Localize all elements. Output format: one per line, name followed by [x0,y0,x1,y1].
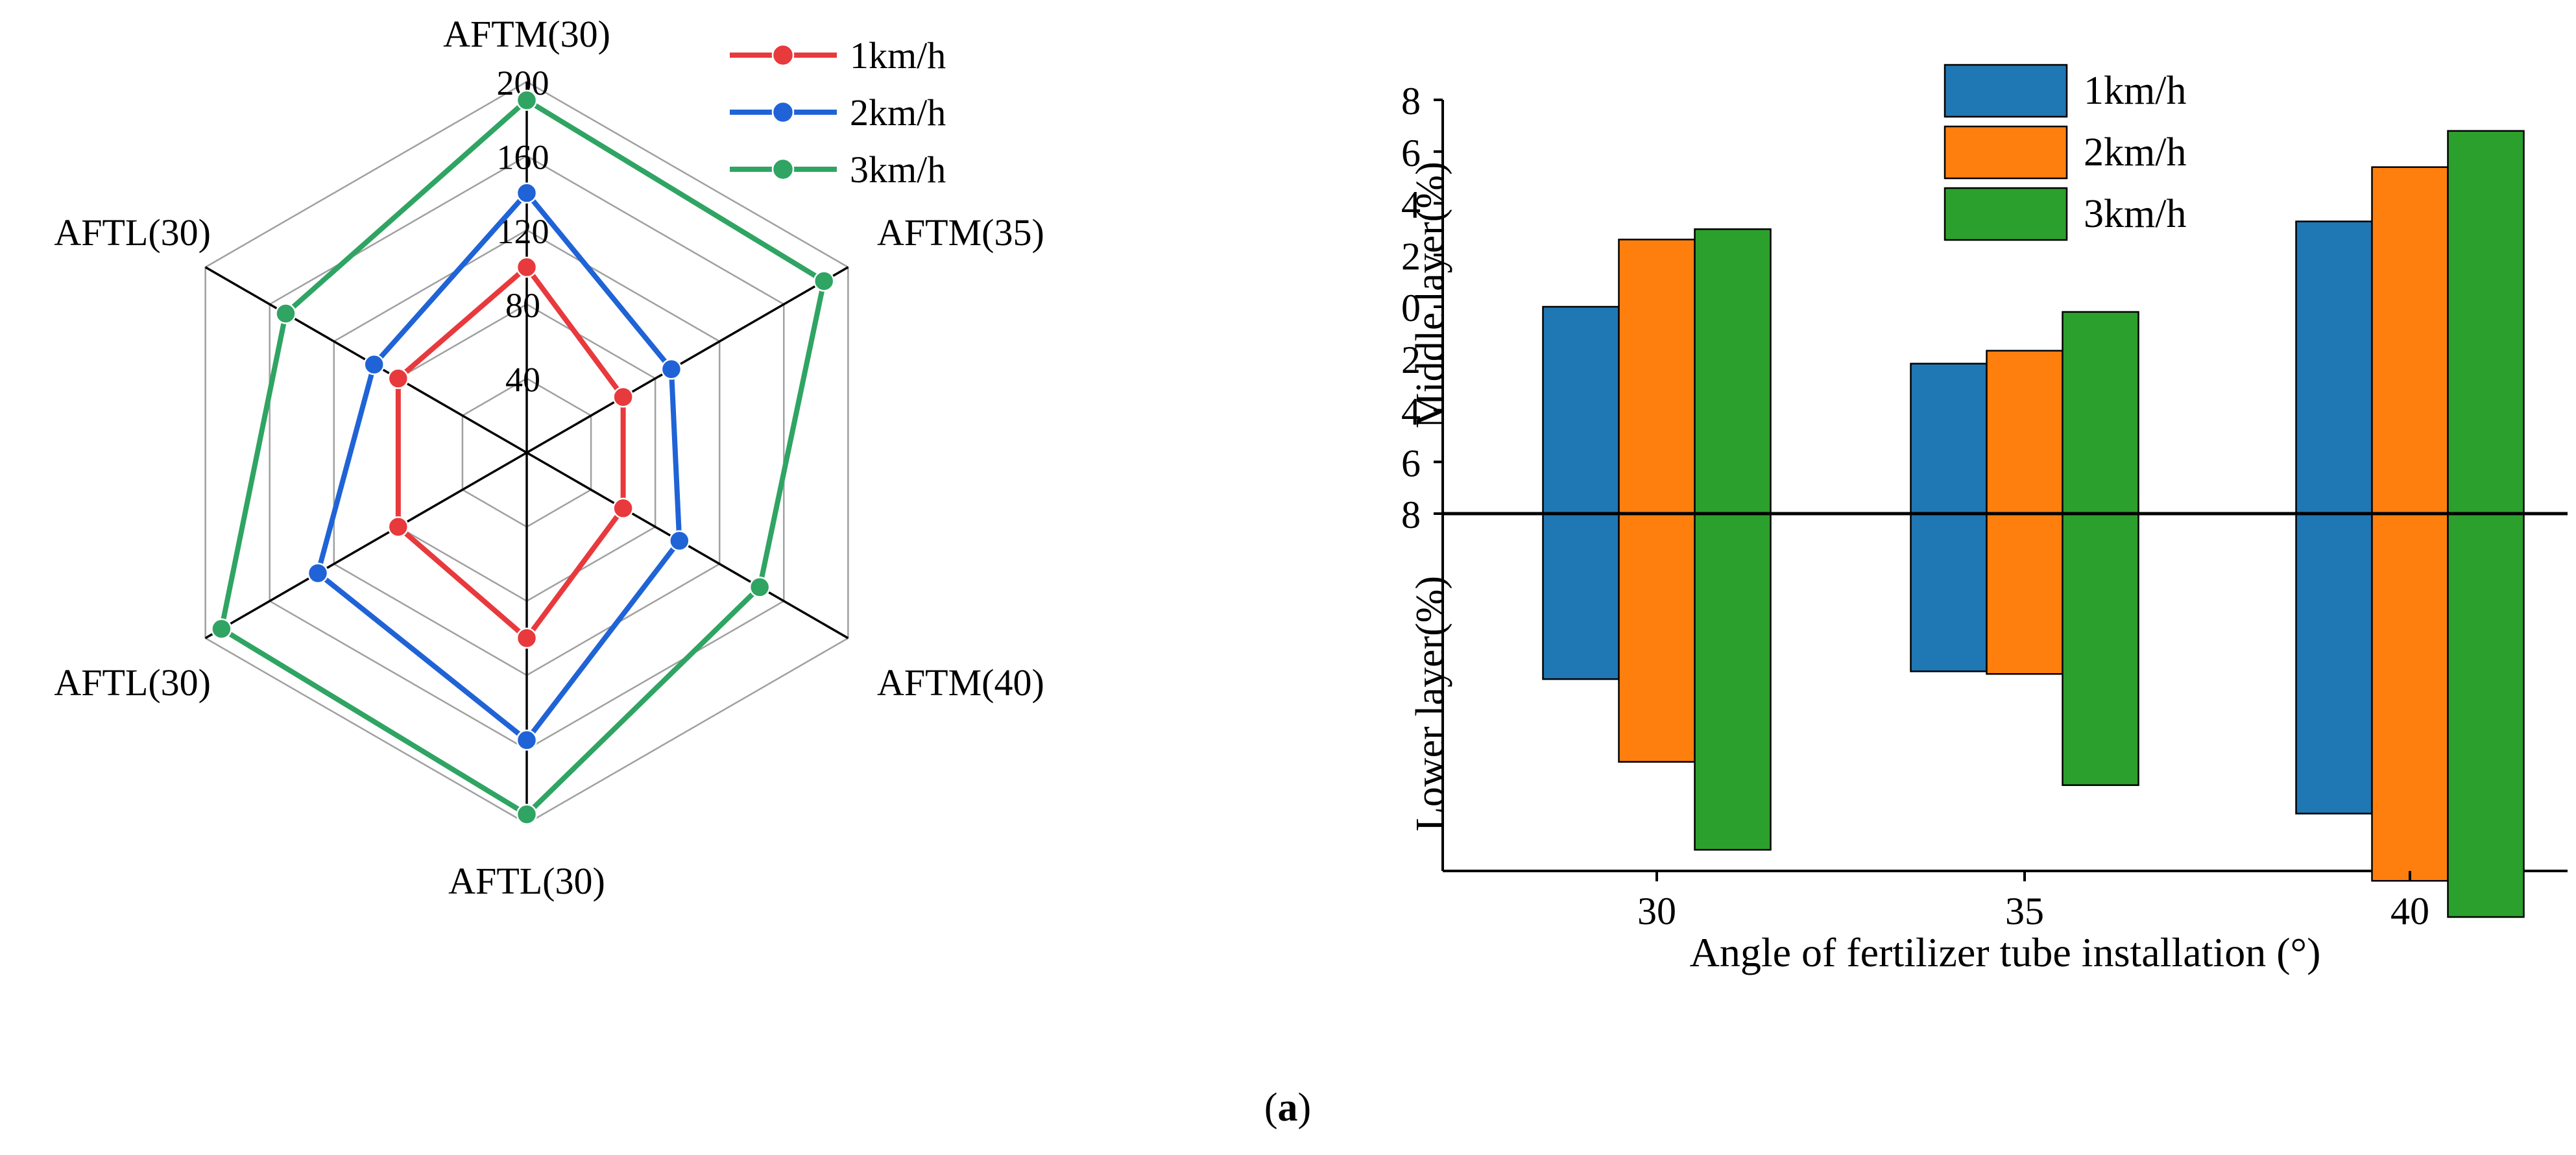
bar-lower [1694,512,1772,851]
radar-point [516,89,538,111]
radar-point [516,256,538,278]
radar-point [211,618,232,639]
y-tick-label: 8 [1401,494,1421,536]
bar-middle [2371,166,2449,515]
bar-middle [1910,363,1988,515]
panel-label: (a) [1264,1086,1311,1130]
radar-point [387,368,409,389]
radar-chart: 4080120160200AFTM(30)AFTM(35)AFTM(40)AFT… [54,13,1044,902]
radar-axis-label: AFTL(30) [54,211,211,254]
radar-axis-label: AFTL(30) [54,661,211,704]
bar-legend-label: 2km/h [2084,130,2186,174]
y-tick-label: 4 [1401,390,1421,433]
radar-legend-label: 2km/h [850,91,946,134]
bar-middle [1694,228,1772,515]
bar-lower [2371,512,2449,882]
bar-middle [2062,311,2139,515]
radar-legend-marker [771,101,795,124]
radar-point [363,353,385,375]
y-tick-label: 8 [1401,80,1421,123]
radar-series-line [219,97,827,817]
y-tick-label: 0 [1401,287,1421,329]
radar-axis-label: AFTM(35) [877,211,1044,254]
y-axis-title-lower: Lower layer(%) [1408,576,1452,831]
panel-label-open: ( [1264,1086,1278,1130]
y-tick-label: 2 [1401,235,1421,278]
radar-tick-label: 80 [505,286,540,325]
bar-lower [1910,512,1988,673]
bar-middle [2295,220,2373,515]
bar-middle [2447,130,2525,515]
x-tick-label: 30 [1637,890,1676,933]
radar-point [516,627,538,649]
y-tick-label: 4 [1401,184,1421,226]
bar-lower [2447,512,2525,918]
bar-chart: 8 6 4 2 0 2 4 6 8 30 35 40 Angle of fertilizer tube … [1401,64,2568,975]
panel-label-letter: a [1278,1086,1298,1130]
radar-point [660,359,682,380]
y-tick-label: 2 [1401,339,1421,381]
radar-point [516,182,538,204]
radar-tick-label: 160 [497,137,549,176]
radar-legend-marker [771,43,795,67]
y-tick-label: 6 [1401,132,1421,174]
bar-middle [1542,305,1620,515]
radar-point [387,516,409,538]
radar-axis-label: AFTL(30) [448,860,605,902]
bar-legend-swatch [1944,64,2068,118]
x-axis-title: Angle of fertilizer tube installation (°… [1690,929,2321,975]
radar-point [669,530,690,552]
radar-legend-label: 1km/h [850,34,946,77]
radar-legend-label: 3km/h [850,149,946,191]
x-tick-label: 35 [2005,890,2044,933]
y-axis-title-middle: Middle layer(%) [1408,161,1452,428]
radar-point [516,730,538,751]
bar-legend-label: 1km/h [2084,69,2186,113]
radar-point [275,303,296,324]
bar-legend-swatch [1944,187,2068,241]
radar-point [516,804,538,825]
radar-point [307,562,329,584]
radar-point [813,270,835,292]
radar-axis-label: AFTM(40) [877,661,1044,704]
bar-lower [2062,512,2139,786]
radar-tick-label: 40 [505,361,540,399]
radar-point [612,497,634,519]
x-tick-label: 40 [2390,890,2429,933]
bar-lower [1542,512,1620,680]
bar-lower [2295,512,2373,815]
bar-lower [1986,512,2064,675]
y-tick-label: 6 [1401,442,1421,484]
radar-point [612,386,634,408]
radar-spoke [204,451,527,639]
radar-spoke [526,266,849,454]
bar-lower [1618,512,1696,763]
radar-point [749,577,771,598]
panel-label-close: ) [1298,1086,1312,1130]
radar-axis-label: AFTM(30) [443,13,610,55]
bar-legend-swatch [1944,125,2068,180]
bar-middle [1618,239,1696,515]
radar-legend-marker [771,158,795,181]
bar-legend-label: 3km/h [2084,192,2186,236]
bar-middle [1986,350,2064,515]
